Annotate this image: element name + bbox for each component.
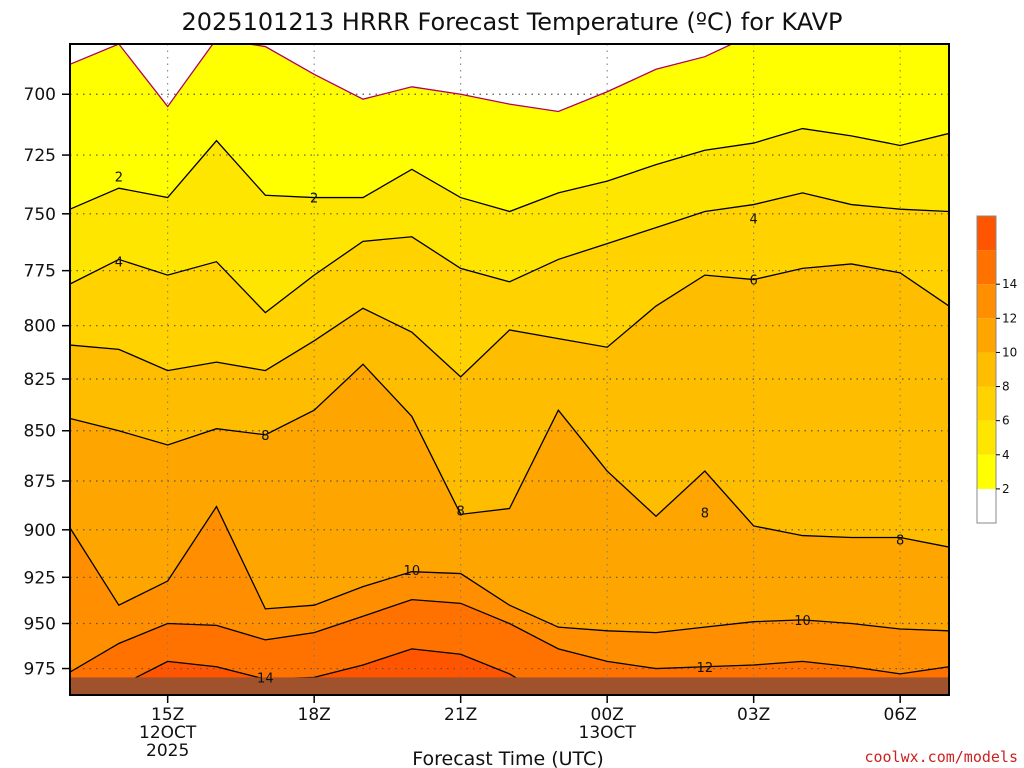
contour-line bbox=[70, 263, 949, 378]
contour-line bbox=[70, 598, 949, 675]
y-tick-label: 875 bbox=[24, 472, 56, 492]
chart-title: 2025101213 HRRR Forecast Temperature (ºC… bbox=[181, 8, 842, 36]
colorbar-segment bbox=[977, 352, 996, 387]
x-tick-label: 06Z bbox=[884, 705, 917, 725]
colorbar-segment bbox=[977, 454, 996, 489]
contour-label: 6 bbox=[750, 274, 758, 289]
contour-label: 4 bbox=[750, 212, 758, 227]
colorbar-segment bbox=[977, 250, 996, 285]
ground-surface bbox=[70, 677, 949, 695]
colorbar-segment bbox=[977, 488, 996, 523]
contour-line bbox=[70, 505, 949, 634]
temperature-fill-layer bbox=[70, 44, 949, 695]
contour-label: 8 bbox=[457, 504, 465, 519]
x-tick-date: 13OCT bbox=[579, 723, 637, 743]
contour-label: 10 bbox=[794, 614, 811, 629]
colorbar: 2 4 6 8 10 12 14 bbox=[976, 215, 1017, 524]
x-tick-label: 03Z bbox=[737, 705, 770, 725]
y-tick-label: 825 bbox=[24, 370, 56, 390]
y-tick-label: 950 bbox=[24, 615, 56, 635]
colorbar-tick-label: 6 bbox=[1002, 414, 1010, 428]
x-tick-label: 15Z bbox=[151, 705, 184, 725]
y-tick-label: 900 bbox=[24, 521, 56, 541]
y-tick-label: 775 bbox=[24, 262, 56, 282]
x-tick-year: 2025 bbox=[146, 741, 189, 761]
colorbar-segment bbox=[977, 216, 996, 251]
pressure-axis: 700 725 750 775 800 825 850 875 900 925 950 975 bbox=[24, 85, 70, 680]
colorbar-segment bbox=[977, 318, 996, 353]
contour-label: 2 bbox=[115, 170, 123, 185]
y-tick-label: 925 bbox=[24, 568, 56, 588]
y-tick-label: 975 bbox=[24, 660, 56, 680]
contour-label: 8 bbox=[261, 429, 269, 444]
contour-label: 4 bbox=[115, 256, 123, 271]
y-tick-label: 800 bbox=[24, 317, 56, 337]
colorbar-tick-label: 8 bbox=[1002, 380, 1010, 394]
colorbar-tick-label: 12 bbox=[1002, 311, 1017, 325]
x-tick-label: 18Z bbox=[298, 705, 331, 725]
colorbar-segment bbox=[977, 420, 996, 455]
colorbar-tick-label: 10 bbox=[1002, 345, 1017, 359]
contour-label: 14 bbox=[257, 671, 274, 686]
contour-line bbox=[70, 192, 949, 314]
plot-frame bbox=[69, 43, 950, 696]
colorbar-segment bbox=[977, 386, 996, 421]
contour-label-layer: 2 2 4 4 6 8 8 8 8 10 10 12 14 bbox=[115, 170, 905, 686]
colorbar-tick-label: 2 bbox=[1002, 482, 1010, 496]
x-tick-date: 12OCT bbox=[139, 723, 197, 743]
contour-layer bbox=[70, 44, 949, 695]
colorbar-tick-label: 14 bbox=[1002, 277, 1017, 291]
colorbar-frame bbox=[976, 215, 997, 524]
contour-line bbox=[92, 648, 546, 695]
y-tick-label: 725 bbox=[24, 146, 56, 166]
y-tick-label: 700 bbox=[24, 85, 56, 105]
colorbar-segment bbox=[977, 284, 996, 319]
x-axis-label: Forecast Time (UTC) bbox=[412, 748, 603, 768]
ground-layer bbox=[70, 677, 949, 695]
contour-label: 10 bbox=[404, 564, 421, 579]
contour-label: 8 bbox=[896, 533, 904, 548]
y-tick-label: 750 bbox=[24, 205, 56, 225]
credit-link[interactable]: coolwx.com/models bbox=[864, 748, 1018, 766]
colorbar-tick-label: 4 bbox=[1002, 448, 1010, 462]
contour-line bbox=[70, 44, 734, 113]
x-tick-label: 00Z bbox=[591, 705, 624, 725]
contour-line bbox=[70, 363, 949, 548]
y-tick-label: 850 bbox=[24, 422, 56, 442]
x-tick-label: 21Z bbox=[444, 705, 477, 725]
contour-label: 8 bbox=[701, 506, 709, 521]
grid-layer bbox=[70, 44, 949, 695]
contour-label: 12 bbox=[697, 661, 714, 676]
contour-label: 2 bbox=[310, 192, 318, 207]
contour-line bbox=[70, 127, 949, 213]
